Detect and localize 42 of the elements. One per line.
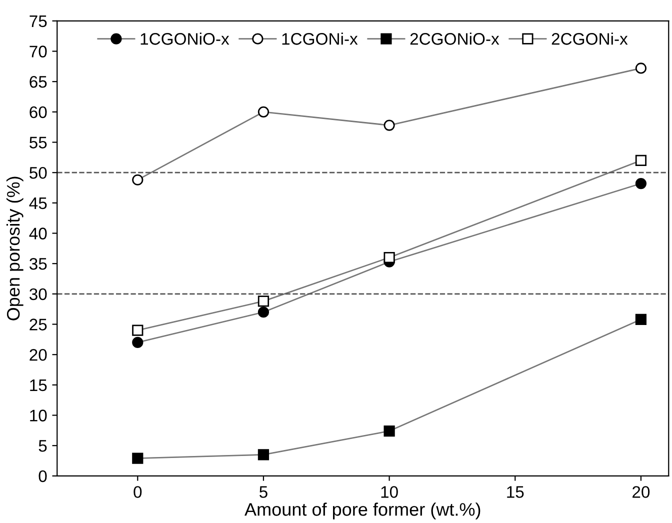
point xyxy=(258,106,270,118)
x-tick-label: 20 xyxy=(632,486,650,498)
x-axis-title: Amount of pore former (wt.%) xyxy=(244,502,480,520)
x-tick-label: 15 xyxy=(507,486,524,498)
point xyxy=(132,324,144,336)
x-tick-label: 0 xyxy=(134,486,142,498)
y-tick-label: 75 xyxy=(30,15,47,28)
legend-label: 1CGONiO-x xyxy=(140,32,230,45)
y-tick-label: 0 xyxy=(38,470,47,482)
y-tick-label: 45 xyxy=(29,197,47,210)
y-tick-label: 50 xyxy=(30,166,47,179)
legend-label: 1CGONi-x xyxy=(282,32,358,45)
y-tick-label: 15 xyxy=(30,380,47,392)
legend-label: 2CGONiO-x xyxy=(410,32,500,45)
y-tick-label: 25 xyxy=(30,318,47,330)
legend-label: 2CGONi-x xyxy=(552,32,628,45)
y-tick-label: 5 xyxy=(38,440,47,452)
y-tick-label: 30 xyxy=(29,288,47,300)
y-tick-label: 35 xyxy=(29,258,47,270)
point xyxy=(635,314,647,325)
x-tick-label: 10 xyxy=(381,486,398,498)
point xyxy=(384,425,395,437)
y-tick-label: 10 xyxy=(30,410,47,422)
point xyxy=(635,62,647,74)
point xyxy=(384,120,395,131)
y-tick-label: 60 xyxy=(30,106,47,118)
point xyxy=(258,296,270,307)
point xyxy=(258,449,270,460)
y-tick-label: 40 xyxy=(29,228,47,240)
y-tick-label: 55 xyxy=(30,136,47,148)
point xyxy=(258,306,270,318)
point xyxy=(384,252,395,264)
y-tick-label: 20 xyxy=(30,348,47,361)
y-tick-label: 65 xyxy=(30,76,47,88)
point xyxy=(635,154,647,166)
point xyxy=(132,174,144,186)
point xyxy=(132,452,144,464)
point xyxy=(132,336,144,348)
x-tick-label: 5 xyxy=(260,486,268,498)
y-tick-label: 70 xyxy=(30,46,47,58)
y-axis-title: Open porosity (%) xyxy=(6,176,24,320)
point xyxy=(635,178,647,190)
